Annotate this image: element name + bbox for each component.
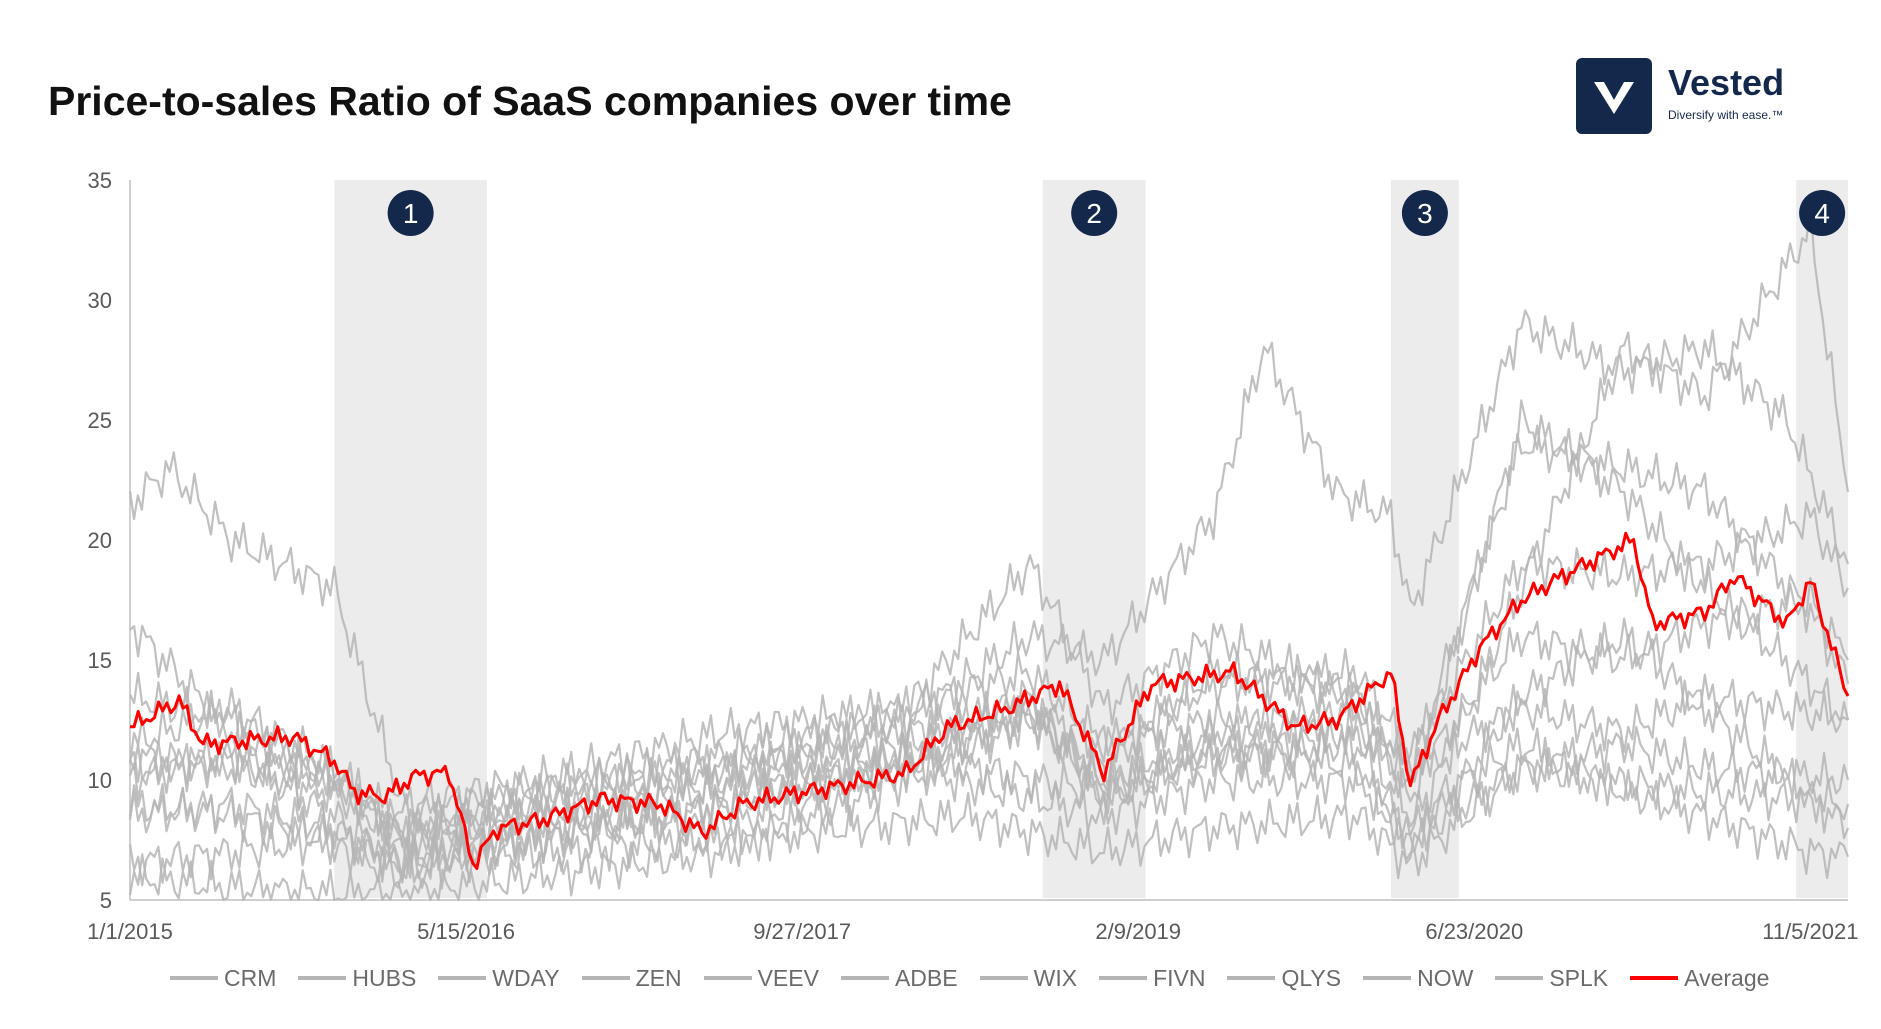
legend-item-average: Average xyxy=(1630,965,1769,992)
y-tick-label: 5 xyxy=(100,888,112,913)
legend-label: ADBE xyxy=(894,964,958,991)
band-badge-1 xyxy=(387,190,434,236)
legend-item-fivn: FIVN xyxy=(1099,965,1205,992)
legend-label: FIVN xyxy=(1153,964,1206,991)
series-line-average xyxy=(130,531,1850,870)
band-badges: 1 2 3 4 xyxy=(387,190,1846,236)
brand-tagline: Diversify with ease.™ xyxy=(1668,108,1784,122)
brand-logo: Vested Diversify with ease.™ xyxy=(1576,58,1796,134)
legend-item-qlys: QLYS xyxy=(1227,965,1341,992)
legend-item-wday: WDAY xyxy=(438,964,560,992)
chart-area: 5 10 15 20 25 30 35 1/1/2015 5/15/2016 9/27/2017 2… xyxy=(87,168,1858,944)
legend-item-splk: SPLK xyxy=(1495,965,1608,992)
series-line-qlys xyxy=(129,624,1850,836)
band-badge-2 xyxy=(1071,190,1118,236)
chart-legend: CRM HUBS WDAY ZEN VEEV ADBE WIX FIVN QLYS NOW SPLK… xyxy=(170,962,1850,994)
x-tick-label: 2/9/2019 xyxy=(1095,919,1181,944)
legend-label: QLYS xyxy=(1281,964,1342,991)
legend-swatch xyxy=(703,976,752,980)
legend-item-zen: ZEN xyxy=(581,964,682,992)
legend-label: Average xyxy=(1684,964,1770,991)
legend-swatch xyxy=(438,976,487,980)
band-badge-label: 1 xyxy=(403,198,419,229)
legend-item-wix: WIX xyxy=(979,964,1078,992)
logo-mark-icon xyxy=(1576,58,1652,134)
series-lines xyxy=(128,202,1850,902)
legend-swatch xyxy=(1099,976,1148,980)
band-badge-label: 4 xyxy=(1814,198,1830,229)
series-line-splk xyxy=(128,679,1850,880)
series-line-fivn xyxy=(128,424,1850,902)
legend-label: HUBS xyxy=(352,964,417,991)
legend-swatch xyxy=(1363,976,1412,980)
legend-label: CRM xyxy=(224,964,277,991)
legend-swatch xyxy=(298,976,347,980)
legend-swatch xyxy=(170,976,218,980)
y-tick-label: 30 xyxy=(88,288,112,313)
band-badge-4 xyxy=(1799,190,1846,236)
x-tick-label: 9/27/2017 xyxy=(753,919,851,944)
band-badge-label: 2 xyxy=(1086,198,1102,229)
legend-item-crm: CRM xyxy=(170,965,276,992)
legend-item-hubs: HUBS xyxy=(298,965,416,992)
legend-label: NOW xyxy=(1417,964,1474,991)
legend-label: SPLK xyxy=(1549,964,1609,991)
band-badge-3 xyxy=(1401,190,1448,236)
legend-label: VEEV xyxy=(757,964,819,991)
legend-label: WDAY xyxy=(492,964,560,991)
legend-swatch xyxy=(581,976,630,980)
x-tick-label: 6/23/2020 xyxy=(1425,919,1523,944)
x-tick-label: 1/1/2015 xyxy=(87,919,173,944)
x-tick-label: 11/5/2021 xyxy=(1762,919,1858,944)
legend-swatch xyxy=(1495,976,1544,980)
band-badge-label: 3 xyxy=(1417,198,1433,229)
series-line-veev xyxy=(128,309,1850,879)
chart-axes: 5 10 15 20 25 30 35 1/1/2015 5/15/2016 9/27/2017 2… xyxy=(87,168,1858,944)
y-tick-label: 15 xyxy=(88,648,112,673)
legend-label: ZEN xyxy=(635,964,682,991)
legend-swatch xyxy=(840,976,889,980)
chart-title: Price-to-sales Ratio of SaaS companies o… xyxy=(48,78,1012,124)
y-tick-label: 35 xyxy=(88,168,112,193)
legend-swatch xyxy=(979,976,1028,980)
highlight-band-4 xyxy=(1796,180,1848,898)
legend-item-veev: VEEV xyxy=(703,964,819,992)
legend-item-adbe: ADBE xyxy=(840,964,958,992)
brand-name: Vested xyxy=(1668,62,1785,103)
y-tick-label: 25 xyxy=(88,408,112,433)
y-tick-label: 10 xyxy=(88,768,112,793)
legend-swatch xyxy=(1227,976,1276,980)
legend-swatch xyxy=(1630,976,1679,980)
legend-item-now: NOW xyxy=(1363,965,1473,992)
x-tick-label: 5/15/2016 xyxy=(417,919,515,944)
y-tick-label: 20 xyxy=(88,528,112,553)
legend-label: WIX xyxy=(1033,964,1078,991)
